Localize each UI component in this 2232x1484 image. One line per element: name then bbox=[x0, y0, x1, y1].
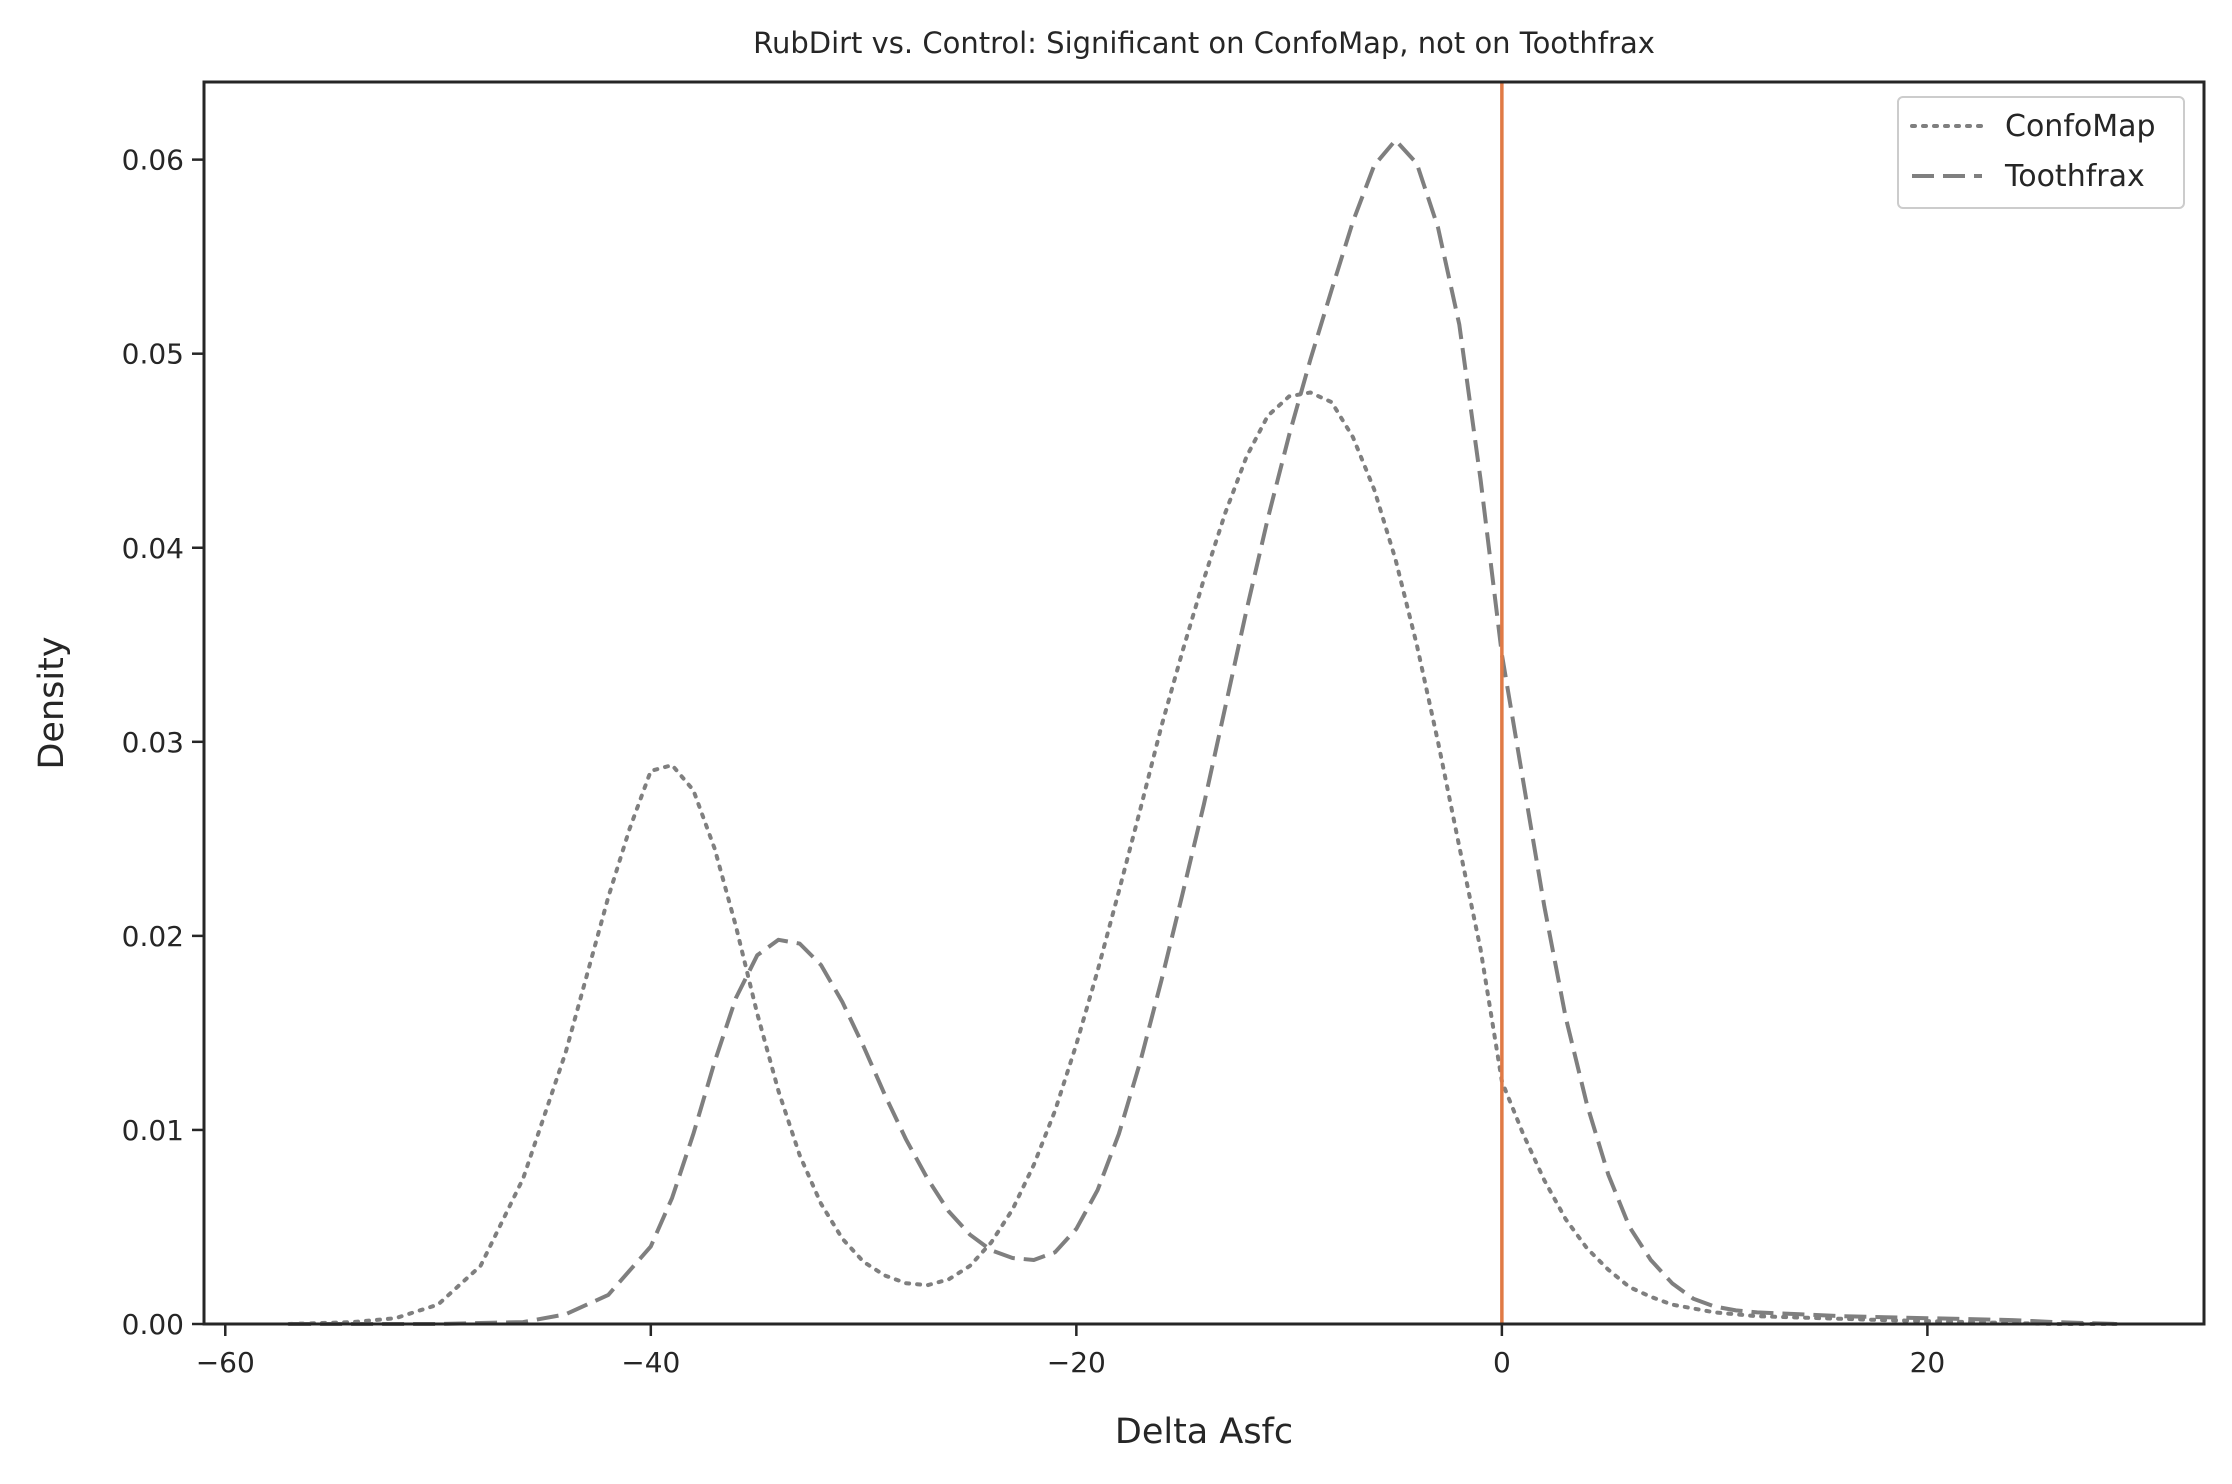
y-tick-label: 0.06 bbox=[122, 144, 184, 177]
y-tick-label: 0.04 bbox=[122, 532, 184, 565]
y-tick-label: 0.00 bbox=[122, 1308, 184, 1341]
x-axis-ticks: −60 −40 −20 0 20 bbox=[196, 1324, 1945, 1379]
x-tick-label: −20 bbox=[1047, 1346, 1106, 1379]
legend-label-toothfrax: Toothfrax bbox=[2004, 159, 2145, 194]
x-axis-label: Delta Asfc bbox=[1115, 1412, 1293, 1452]
x-tick-label: 0 bbox=[1493, 1346, 1511, 1379]
x-tick-label: 20 bbox=[1910, 1346, 1946, 1379]
legend-label-confomap: ConfoMap bbox=[2005, 109, 2156, 144]
y-axis-label: Density bbox=[32, 636, 72, 769]
plot-frame bbox=[202, 80, 2206, 1326]
y-tick-label: 0.02 bbox=[122, 920, 184, 953]
series-layer bbox=[287, 138, 2121, 1326]
chart-title: RubDirt vs. Control: Significant on Conf… bbox=[753, 26, 1655, 60]
x-tick-label: −40 bbox=[621, 1346, 680, 1379]
y-tick-label: 0.05 bbox=[122, 338, 184, 371]
y-tick-label: 0.03 bbox=[122, 726, 184, 759]
legend: ConfoMap Toothfrax bbox=[1897, 96, 2185, 209]
series-line-toothfrax bbox=[289, 138, 2119, 1326]
x-tick-label: −60 bbox=[196, 1346, 255, 1379]
y-axis-ticks: 0.00 0.01 0.02 0.03 0.04 0.05 0.06 bbox=[122, 144, 204, 1341]
y-tick-label: 0.01 bbox=[122, 1114, 184, 1147]
series-line-confomap bbox=[287, 390, 2121, 1326]
